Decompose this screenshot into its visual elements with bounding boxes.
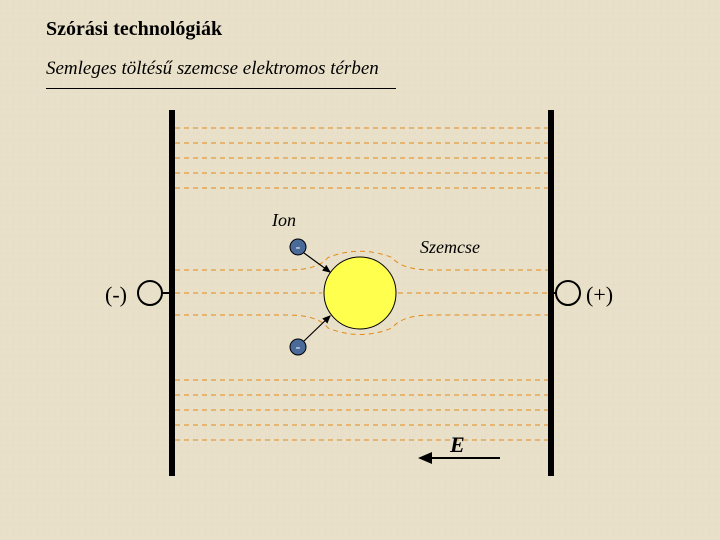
- ion-minus-label: -: [296, 240, 301, 255]
- label-minus-terminal: (-): [105, 282, 127, 308]
- plate-right: [548, 110, 554, 476]
- plate-left: [169, 110, 175, 476]
- diagram-svg: --: [0, 0, 720, 540]
- particle-circle: [324, 257, 396, 329]
- label-plus-terminal: (+): [586, 282, 613, 308]
- ion-arrow: [304, 253, 330, 272]
- label-e: E: [450, 432, 465, 458]
- ion-minus-label: -: [296, 340, 301, 355]
- terminal-left: [138, 281, 162, 305]
- ion-arrow: [304, 316, 330, 341]
- label-szemcse: Szemcse: [420, 237, 480, 258]
- label-ion: Ion: [272, 210, 296, 231]
- terminal-right: [556, 281, 580, 305]
